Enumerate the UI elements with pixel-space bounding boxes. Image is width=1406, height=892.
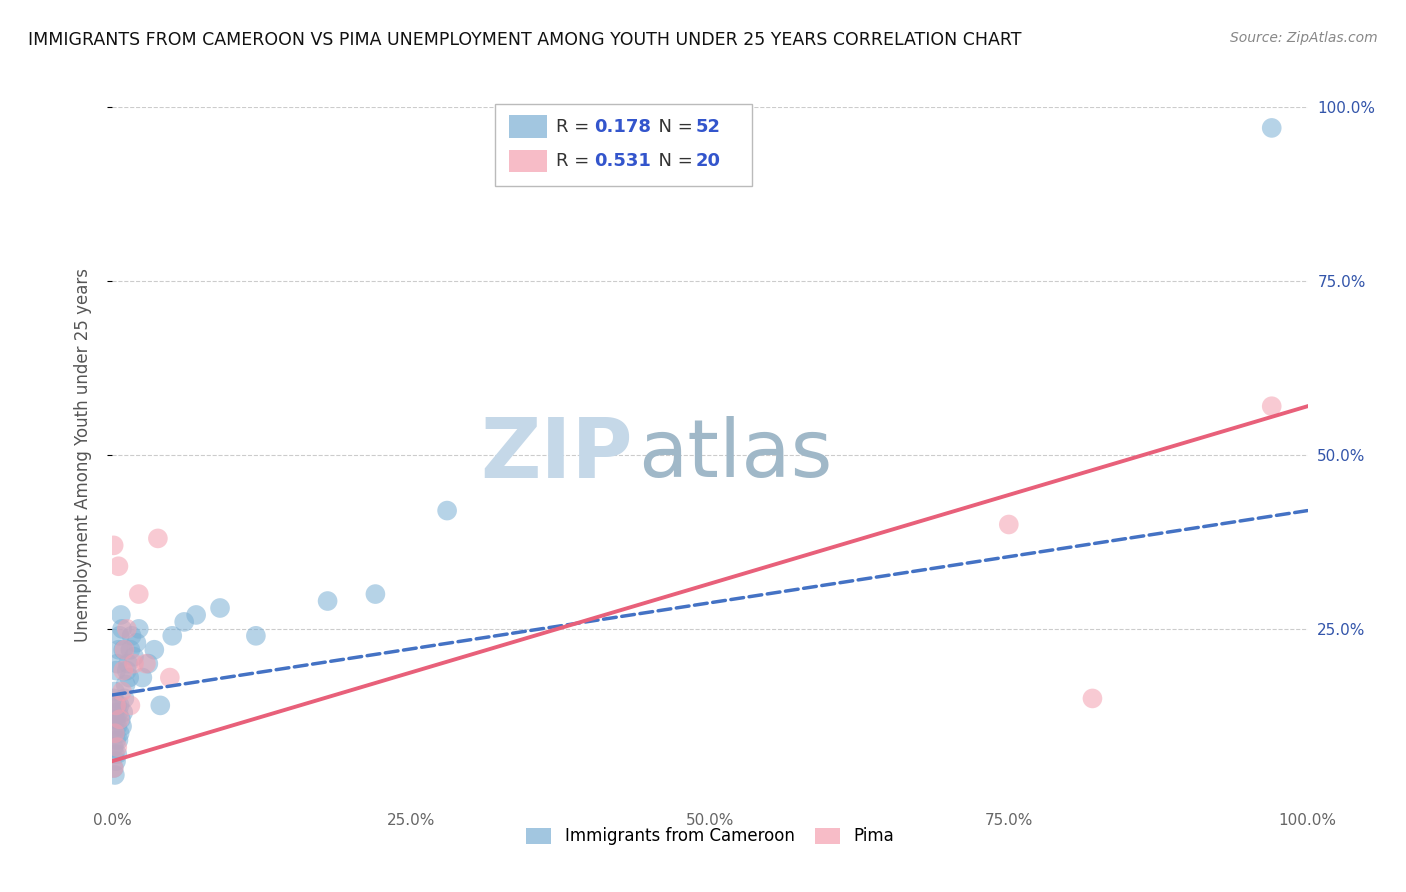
Point [111, 684, 134, 698]
Point [122, 657, 145, 671]
Point [105, 664, 128, 678]
Text: 0.531: 0.531 [595, 153, 651, 170]
Point [120, 698, 142, 713]
Point [998, 517, 1021, 532]
Point [125, 636, 148, 650]
Point [117, 657, 139, 671]
Point [107, 706, 129, 720]
Text: 52: 52 [696, 118, 721, 136]
Point [105, 740, 128, 755]
Point [245, 629, 267, 643]
Point [104, 747, 127, 761]
Point [110, 712, 132, 726]
Text: R =: R = [555, 118, 595, 136]
Point [112, 664, 135, 678]
Point [105, 698, 128, 713]
Point [120, 642, 142, 657]
Point [104, 768, 127, 782]
Point [105, 733, 128, 747]
Point [436, 503, 458, 517]
Point [114, 677, 136, 691]
Point [146, 532, 169, 546]
Point [1261, 399, 1284, 413]
Point [105, 712, 128, 726]
Text: N =: N = [647, 153, 699, 170]
Point [104, 706, 127, 720]
Legend: Immigrants from Cameroon, Pima: Immigrants from Cameroon, Pima [517, 819, 903, 854]
Point [103, 538, 125, 552]
Point [107, 559, 129, 574]
Point [114, 642, 135, 657]
Point [173, 615, 195, 629]
Point [108, 629, 131, 643]
Point [364, 587, 387, 601]
Point [1081, 691, 1104, 706]
Text: 0.178: 0.178 [595, 118, 651, 136]
Point [143, 642, 166, 657]
Text: Source: ZipAtlas.com: Source: ZipAtlas.com [1230, 31, 1378, 45]
Point [104, 726, 127, 740]
Text: atlas: atlas [638, 416, 832, 494]
Point [105, 719, 128, 733]
Point [104, 726, 127, 740]
Point [103, 740, 125, 755]
Point [104, 684, 127, 698]
Point [112, 706, 135, 720]
Point [107, 642, 129, 657]
Text: ZIP: ZIP [479, 415, 633, 495]
Point [114, 691, 135, 706]
Point [138, 657, 160, 671]
Point [115, 664, 138, 678]
Point [118, 671, 141, 685]
Point [159, 671, 181, 685]
Point [128, 622, 150, 636]
Point [108, 712, 131, 726]
Text: IMMIGRANTS FROM CAMEROON VS PIMA UNEMPLOYMENT AMONG YOUTH UNDER 25 YEARS CORRELA: IMMIGRANTS FROM CAMEROON VS PIMA UNEMPLO… [28, 31, 1022, 49]
Point [105, 698, 128, 713]
Y-axis label: Unemployment Among Youth under 25 years: Unemployment Among Youth under 25 years [73, 268, 91, 642]
Text: 20: 20 [696, 153, 721, 170]
Point [103, 712, 125, 726]
Point [186, 607, 208, 622]
Point [121, 629, 143, 643]
Point [131, 671, 153, 685]
Point [103, 761, 125, 775]
Point [149, 698, 172, 713]
Point [112, 642, 135, 657]
Text: R =: R = [555, 153, 595, 170]
Point [1261, 120, 1284, 135]
Point [105, 754, 128, 768]
Point [108, 726, 131, 740]
Point [135, 657, 157, 671]
FancyBboxPatch shape [495, 103, 752, 186]
Point [115, 622, 138, 636]
Text: N =: N = [647, 118, 699, 136]
FancyBboxPatch shape [509, 150, 547, 172]
Point [209, 601, 232, 615]
FancyBboxPatch shape [509, 115, 547, 137]
Point [162, 629, 183, 643]
Point [107, 733, 129, 747]
Point [122, 649, 145, 664]
Point [105, 657, 128, 671]
Point [110, 607, 132, 622]
Point [316, 594, 339, 608]
Point [108, 698, 131, 713]
Point [111, 622, 134, 636]
Point [105, 747, 128, 761]
Point [103, 691, 125, 706]
Point [111, 719, 134, 733]
Point [103, 761, 125, 775]
Point [128, 587, 150, 601]
